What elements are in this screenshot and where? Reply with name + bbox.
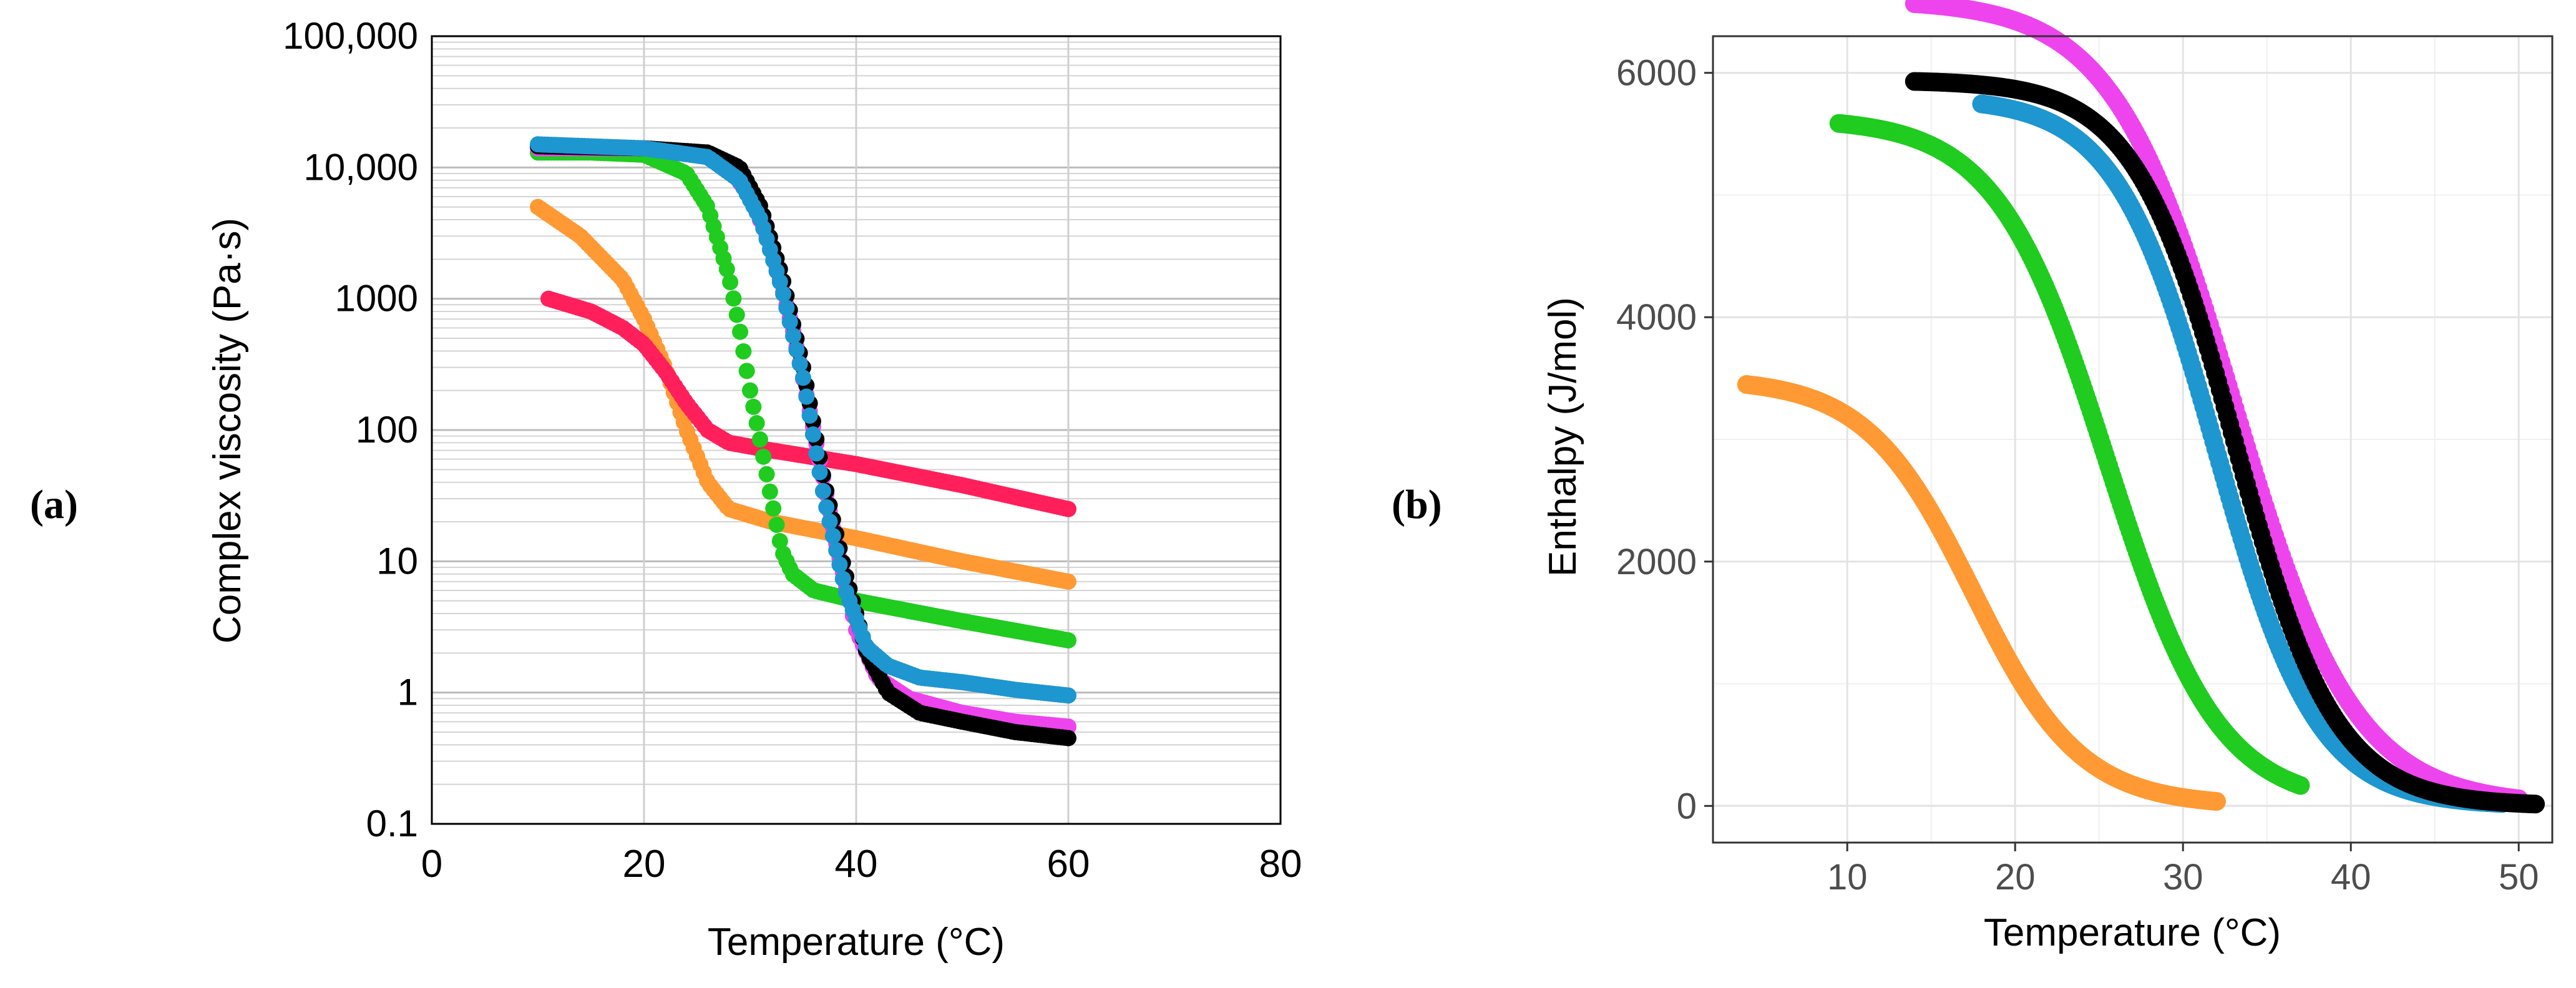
panel-b-x-tick-label: 20 (1995, 857, 2036, 898)
data-point-blue (821, 513, 838, 530)
panel-a-x-axis-title: Temperature (°C) (708, 921, 1005, 964)
data-point-green (761, 483, 778, 500)
panel-b-data-points (1737, 0, 2545, 814)
data-point-blue (788, 341, 805, 358)
data-point-green (2291, 776, 2310, 795)
data-point-blue (791, 355, 808, 372)
data-point-green (768, 516, 785, 533)
series-red (540, 290, 1076, 517)
data-point-green (725, 290, 742, 307)
panel-b-y-tick-label: 2000 (1616, 542, 1697, 582)
data-point-green (765, 500, 782, 517)
panel-b-y-tick-label: 0 (1677, 786, 1697, 826)
panel-a-x-tick-label: 40 (835, 843, 878, 886)
panel-a-y-axis-title: Complex viscosity (Pa·s) (206, 218, 249, 643)
data-point-green (1060, 632, 1076, 648)
data-point-green (745, 398, 762, 415)
series-black (1905, 72, 2545, 814)
data-point-blue (828, 542, 845, 559)
panel-b-x-tick-label: 40 (2331, 857, 2371, 898)
panel-a-x-tick-label: 0 (421, 843, 442, 886)
panel-a-y-tick-label: 100 (356, 409, 418, 451)
panel-a-y-tick-label: 10,000 (303, 146, 418, 188)
data-point-blue (811, 464, 828, 481)
panel-b-enthalpy-chart: (b) 10 20 30 40 50 0 2000 4000 6000 Temperature… (1392, 0, 2554, 954)
data-point-blue (834, 570, 851, 587)
data-point-orange (1060, 573, 1076, 590)
series-magenta (530, 140, 1076, 735)
panel-a-label: (a) (30, 482, 78, 527)
data-point-blue (775, 285, 792, 302)
panel-b-y-tick-label: 6000 (1616, 53, 1697, 94)
data-point-green (718, 261, 735, 278)
panel-b-x-tick-label: 30 (2163, 857, 2203, 898)
data-point-blue (814, 482, 831, 499)
panel-a-data-points (530, 136, 1076, 746)
data-point-green (751, 431, 768, 448)
data-point-blue (795, 369, 811, 386)
data-point-green (755, 448, 772, 465)
panel-a-y-tick-label: 100,000 (283, 15, 418, 57)
data-point-green (771, 532, 788, 549)
data-point-blue (818, 499, 835, 516)
panel-a-y-tick-label: 0.1 (366, 803, 418, 844)
data-point-green (738, 363, 755, 379)
panel-a-y-tick-label: 1 (398, 672, 418, 713)
data-point-blue (801, 407, 818, 424)
panel-b-y-tick-label: 4000 (1616, 297, 1697, 338)
data-point-green (742, 382, 758, 399)
data-point-green (722, 274, 739, 291)
panel-a-y-tick-label: 1000 (335, 278, 418, 320)
series-blue (530, 136, 1076, 704)
data-point-blue (808, 445, 825, 462)
panel-a-y-tick-labels: 0.1 1 10 100 1000 10,000 100,000 (283, 15, 418, 844)
data-point-blue (781, 313, 798, 330)
data-point-green (758, 466, 775, 482)
data-point-blue (831, 556, 848, 573)
panel-a-x-tick-labels: 0 20 40 60 80 (421, 843, 1302, 886)
data-point-blue (824, 527, 841, 544)
panel-b-gridlines (1713, 36, 2552, 843)
panel-a-x-tick-label: 80 (1259, 843, 1302, 886)
data-point-black (1060, 730, 1076, 746)
data-point-green (735, 343, 752, 359)
series-green (1829, 114, 2310, 795)
panel-b-y-axis-title: Enthalpy (J/mol) (1541, 297, 1584, 577)
data-point-blue (778, 300, 795, 316)
panel-b-x-tick-label: 50 (2499, 857, 2539, 898)
panel-b-x-tick-label: 10 (1827, 857, 1868, 898)
data-point-green (732, 323, 749, 340)
panel-a-plot-frame (431, 35, 1282, 825)
data-point-green (728, 306, 745, 323)
panel-b-x-tick-labels: 10 20 30 40 50 (1827, 843, 2539, 898)
data-point-black (2526, 795, 2545, 814)
panel-a-x-tick-label: 20 (623, 843, 666, 886)
data-point-blue (785, 328, 802, 345)
panel-a-y-tick-label: 10 (376, 540, 418, 582)
panel-b-label: (b) (1392, 482, 1442, 527)
panel-b-x-axis-title: Temperature (°C) (1984, 911, 2281, 954)
data-point-blue (804, 426, 821, 443)
panel-a-viscosity-chart: (a) 0 20 40 60 80 0.1 1 10 100 1000 10,000 100,000… (30, 15, 1302, 964)
data-point-red (1060, 501, 1076, 517)
data-point-orange (2207, 791, 2226, 811)
data-point-blue (1060, 687, 1076, 704)
panel-b-y-tick-labels: 0 2000 4000 6000 (1616, 53, 1713, 826)
series-orange (1737, 375, 2226, 811)
data-point-green (748, 414, 765, 431)
panel-a-x-tick-label: 60 (1047, 843, 1090, 886)
panel-b-plot-frame (1712, 35, 2554, 844)
data-point-blue (798, 388, 815, 405)
